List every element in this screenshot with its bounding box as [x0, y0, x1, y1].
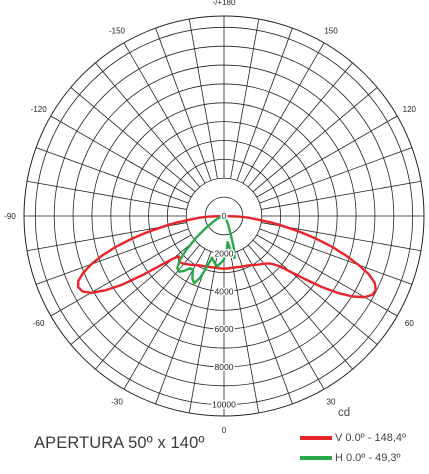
grid-spoke [242, 248, 325, 390]
grid-spoke [188, 18, 218, 179]
series-vertical-curve [76, 214, 377, 299]
radial-tick-label: 4000 [215, 286, 234, 296]
grid-spoke [230, 18, 260, 179]
legend-swatch-green [300, 456, 332, 460]
grid-spoke [70, 87, 196, 193]
angle-tick-label: -30 [111, 397, 123, 406]
grid-spoke [252, 239, 378, 345]
grid-spoke [123, 42, 206, 184]
angle-tick-label: -60 [33, 319, 45, 328]
grid-spoke [256, 234, 398, 317]
radial-tick-label: 2000 [215, 249, 234, 259]
angle-tick-label: -150 [109, 27, 126, 36]
grid-spoke [230, 253, 260, 414]
angle-tick-label: 30 [327, 397, 336, 406]
radial-tick-label: 0 [222, 211, 227, 221]
photometric-curves [76, 214, 377, 299]
grid-spoke [155, 27, 212, 181]
grid-spoke [236, 251, 293, 405]
radial-tick-labels: 0 2000 4000 6000 8000 10000 [211, 210, 238, 412]
grid-spoke [261, 180, 422, 210]
grid-spoke [95, 62, 201, 188]
grid-spoke [259, 147, 413, 204]
legend-label-vertical: V 0.0º - 148,4º [335, 432, 407, 444]
grid-spoke [188, 253, 218, 414]
chart-title: APERTURA 50º x 140º [34, 434, 205, 452]
grid-spoke [35, 147, 189, 204]
angle-tick-labels: 0306090120150-/+180-150-120-90-60-30 [4, 0, 417, 435]
grid-spoke [95, 244, 201, 370]
radial-tick-label: 8000 [215, 362, 234, 372]
angle-tick-label: 150 [324, 27, 338, 36]
unit-label: cd [338, 407, 351, 419]
radial-tick-label: 6000 [215, 324, 234, 334]
angle-tick-label: 60 [405, 319, 414, 328]
grid-spoke [50, 234, 192, 317]
grid-spoke [259, 228, 413, 285]
grid-spoke [35, 228, 189, 285]
grid-spoke [256, 115, 398, 198]
radial-tick-label: 10000 [212, 400, 236, 410]
angle-tick-label: -90 [4, 212, 16, 221]
angle-tick-label: -120 [31, 105, 48, 114]
grid-spoke [26, 180, 187, 210]
grid-spoke [236, 27, 293, 181]
grid-spoke [247, 244, 353, 370]
grid-spoke [50, 115, 192, 198]
angle-tick-label: 120 [403, 105, 417, 114]
legend-label-horizontal: H 0.0º - 49,3º [335, 452, 401, 464]
series-horizontal-curve [176, 214, 236, 285]
legend-swatch-red [300, 436, 332, 440]
grid-spoke [242, 42, 325, 184]
grid-spoke [247, 62, 353, 188]
grid-spoke [252, 87, 378, 193]
angle-tick-label: -/+180 [213, 0, 236, 7]
angle-tick-label: 0 [222, 426, 227, 435]
